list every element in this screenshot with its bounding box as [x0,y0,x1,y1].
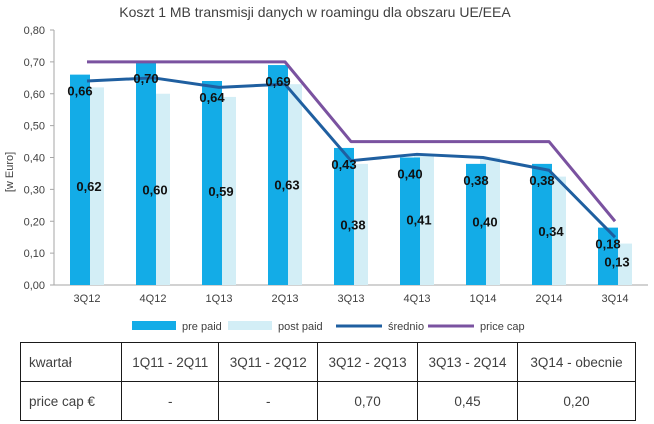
y-tick-label: 0,60 [24,89,45,101]
y-tick-label: 0,40 [24,153,45,165]
data-label-post-paid: 0,60 [142,182,167,197]
y-tick-label: 0,30 [24,184,45,196]
bar-pre-paid [202,81,222,285]
roaming-data-cost-chart: Koszt 1 MB transmisji danych w roamingu … [4,4,648,333]
average-line [86,76,617,239]
data-label-pre-paid: 0,40 [397,167,422,182]
table-period: 3Q11 - 2Q12 [218,342,319,382]
data-label-post-paid: 0,41 [406,213,431,228]
data-label-pre-paid: 0,43 [331,157,356,172]
table-cap-value: - [120,381,220,421]
legend-label: średnio [388,321,424,333]
table-header-label: kwartał [20,342,122,382]
bar-pre-paid [334,147,354,285]
bar-pre-paid [400,157,420,285]
data-label-pre-paid: 0,69 [265,74,290,89]
x-tick-label: 4Q13 [404,293,431,305]
y-axis-label: [w Euro] [4,152,16,192]
y-tick-label: 0,80 [24,25,45,37]
bar-pre-paid [532,163,552,285]
table-row-price-cap: price cap € - - 0,70 0,45 0,20 [20,381,637,421]
legend-label: price cap [480,321,525,333]
data-label-pre-paid: 0,38 [463,173,488,188]
data-label-post-paid: 0,38 [340,217,365,232]
table-cap-value: 0,70 [317,381,419,421]
table-period: 3Q12 - 2Q13 [317,342,419,382]
data-label-pre-paid: 0,70 [133,71,158,86]
table-row-label: price cap € [20,381,122,421]
x-tick-label: 1Q13 [206,293,233,305]
bar-pre-paid [598,227,618,285]
y-tick-label: 0,00 [24,280,45,292]
data-label-pre-paid: 0,66 [67,84,92,99]
bar-pre-paid [70,74,90,285]
y-tick-label: 0,70 [24,57,45,69]
chart-title: Koszt 1 MB transmisji danych w roamingu … [119,4,511,20]
legend-label: post paid [278,321,323,333]
x-tick-label: 2Q14 [536,293,563,305]
x-tick-label: 3Q14 [602,293,629,305]
table-period: 1Q11 - 2Q11 [120,342,220,382]
data-label-pre-paid: 0,18 [595,237,620,252]
table-cap-value: 0,20 [516,381,637,421]
data-label-pre-paid: 0,38 [529,173,554,188]
x-tick-label: 4Q12 [140,293,167,305]
y-tick-label: 0,20 [24,216,45,228]
table-row-quarters: kwartał 1Q11 - 2Q11 3Q11 - 2Q12 3Q12 - 2… [20,342,637,382]
bar-pre-paid [268,65,288,285]
bar-pre-paid [136,61,156,285]
data-label-post-paid: 0,13 [604,255,629,270]
y-tick-label: 0,10 [24,248,45,260]
data-label-post-paid: 0,34 [538,224,564,239]
table-period: 3Q14 - obecnie [516,342,637,382]
data-label-post-paid: 0,59 [208,184,233,199]
price-cap-line [87,60,617,223]
data-label-pre-paid: 0,64 [199,90,225,105]
price-cap-table: kwartał 1Q11 - 2Q11 3Q11 - 2Q12 3Q12 - 2… [20,342,637,421]
legend-swatch [132,321,176,330]
legend-swatch [228,321,272,330]
legend-label: pre paid [182,321,222,333]
table-period: 3Q13 - 2Q14 [417,342,518,382]
data-label-post-paid: 0,62 [76,179,101,194]
data-label-post-paid: 0,40 [472,214,497,229]
x-tick-label: 3Q12 [74,293,101,305]
x-tick-label: 3Q13 [338,293,365,305]
x-tick-label: 1Q14 [470,293,497,305]
data-label-post-paid: 0,63 [274,178,299,193]
x-tick-label: 2Q13 [272,293,299,305]
table-cap-value: 0,45 [417,381,518,421]
table-cap-value: - [218,381,319,421]
y-tick-label: 0,50 [24,121,45,133]
bar-pre-paid [466,163,486,285]
